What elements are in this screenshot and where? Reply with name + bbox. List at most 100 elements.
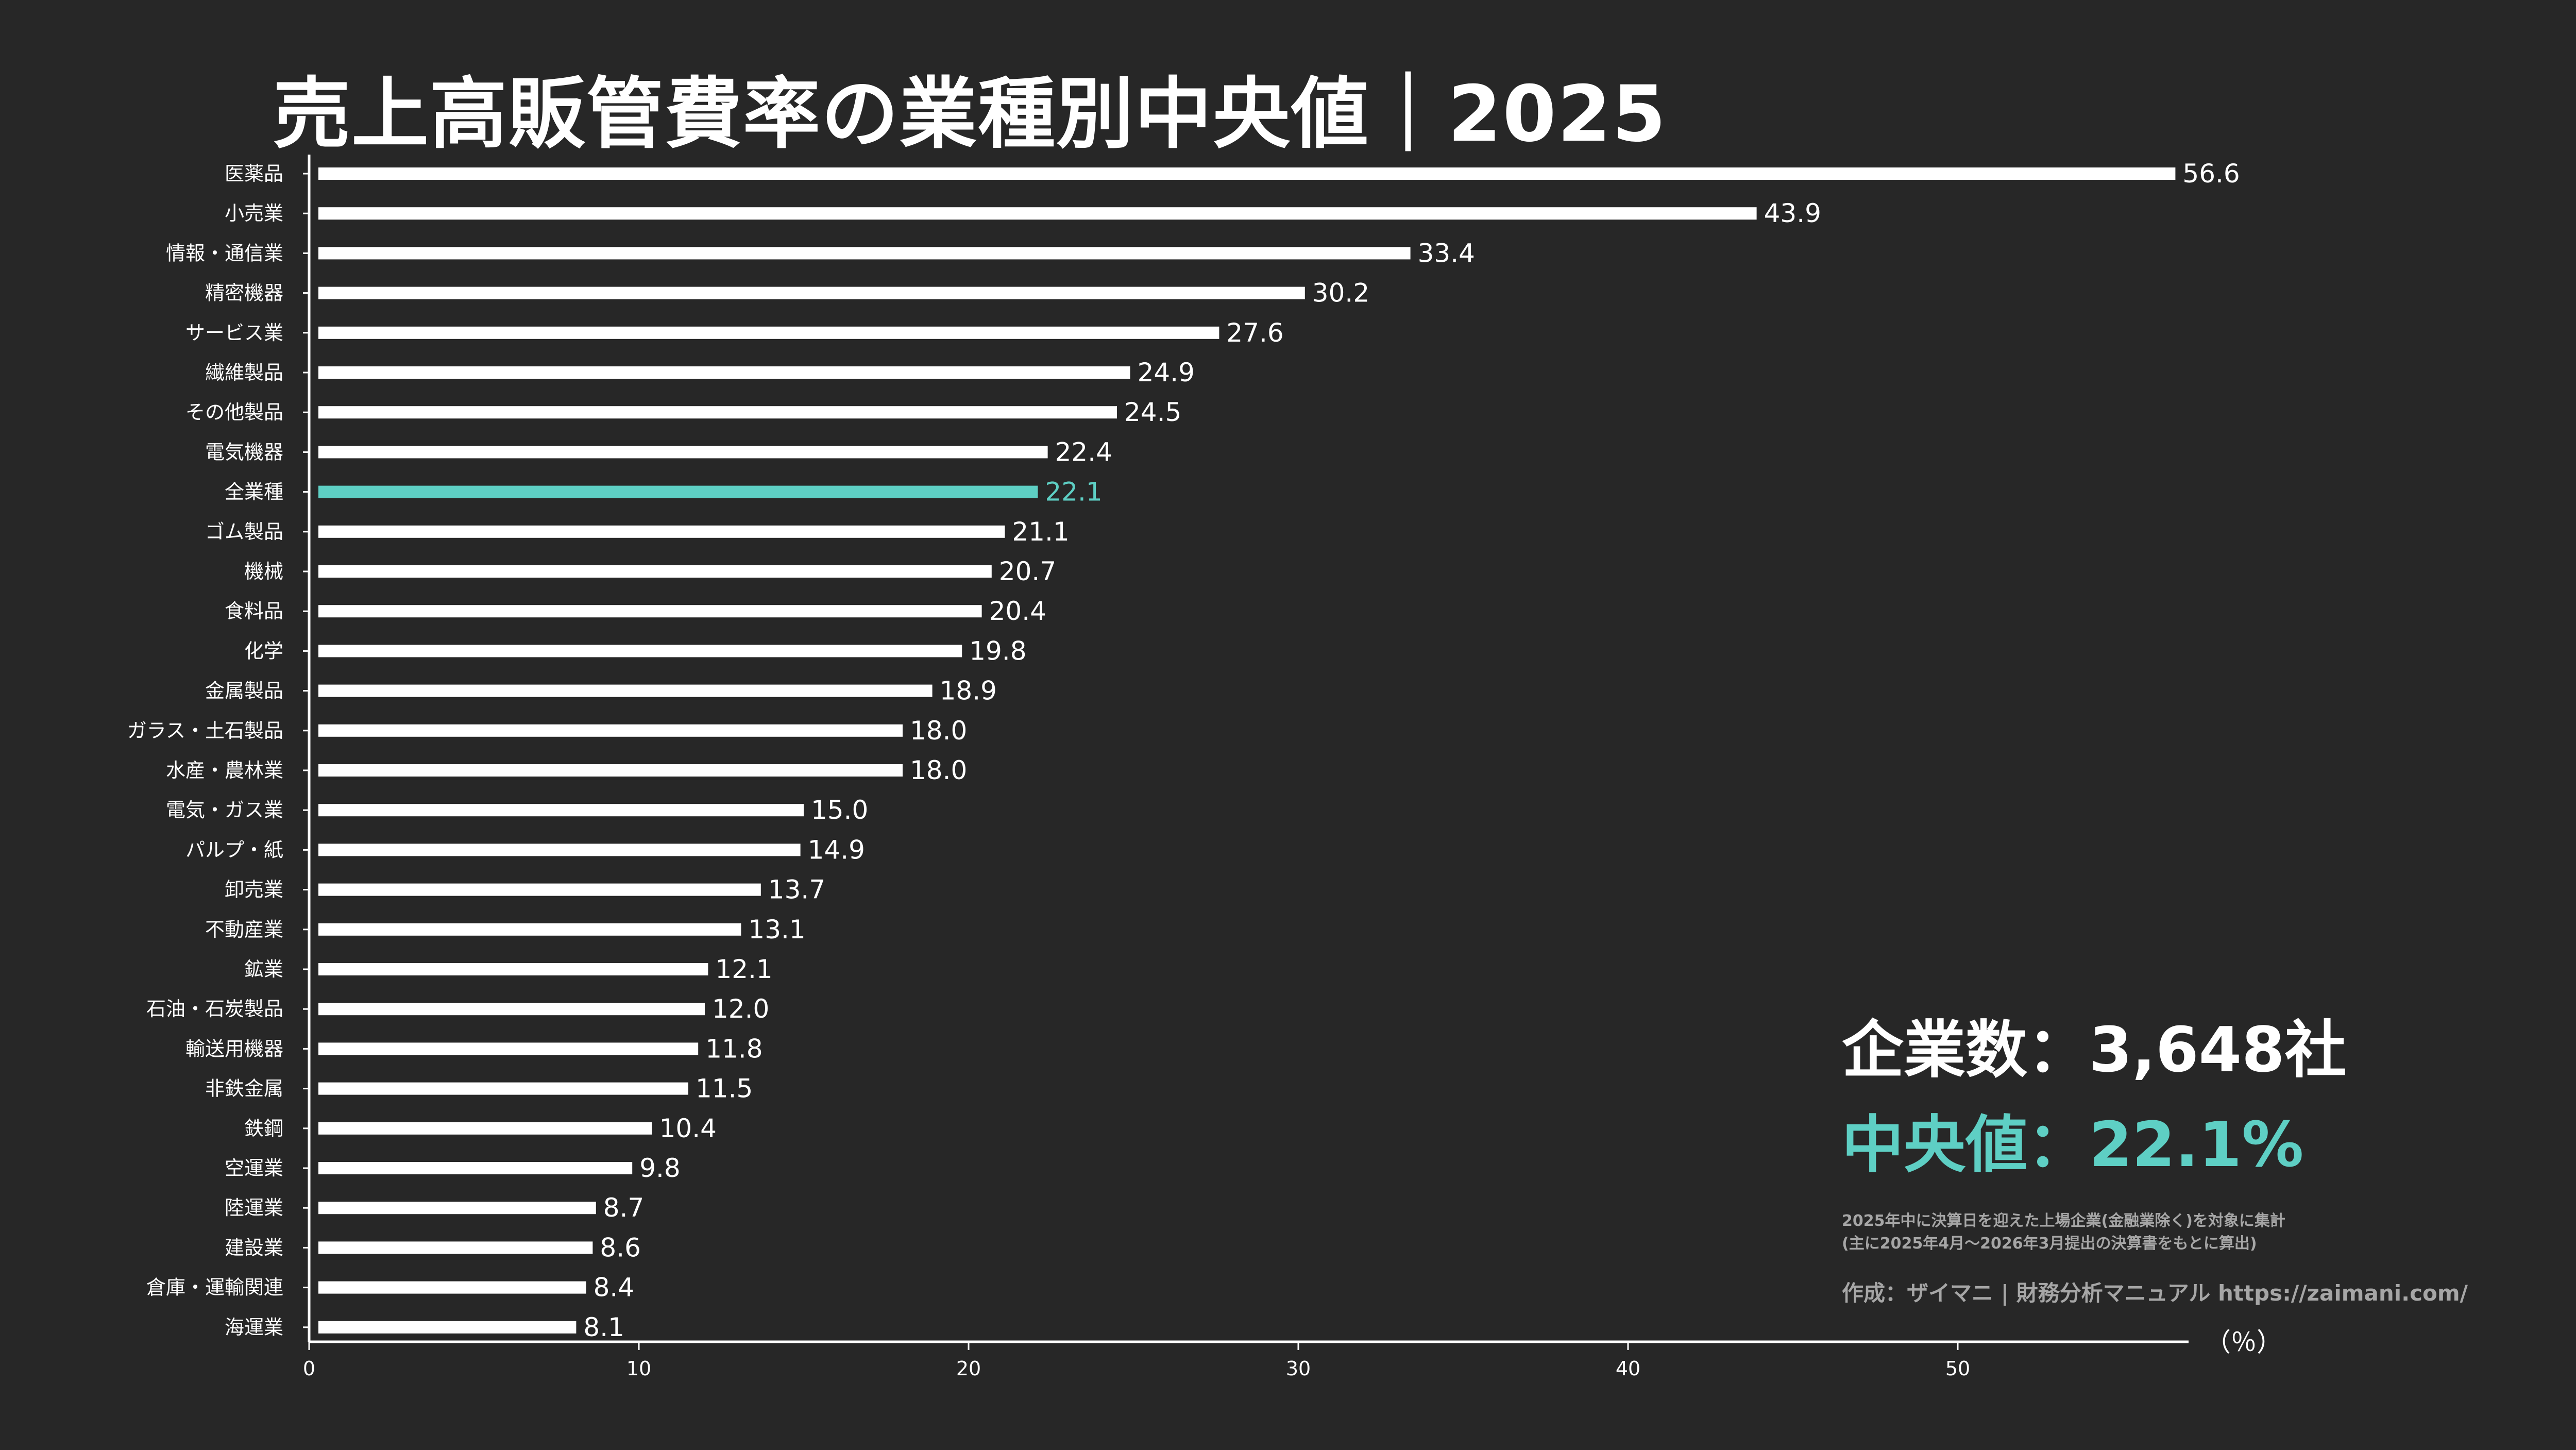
category-label: その他製品 bbox=[185, 401, 283, 424]
category-label: 小売業 bbox=[225, 202, 283, 225]
bar bbox=[318, 883, 761, 896]
summary-panel: 企業数：3,648社 中央値：22.1% 2025年中に決算日を迎えた上場企業(… bbox=[1842, 1000, 2563, 1307]
value-label: 12.0 bbox=[712, 994, 769, 1024]
bar bbox=[318, 1321, 577, 1334]
value-label: 11.5 bbox=[696, 1074, 753, 1104]
category-label: 医薬品 bbox=[225, 162, 283, 185]
value-label: 27.6 bbox=[1226, 318, 1283, 348]
category-label: 機械 bbox=[244, 560, 283, 583]
x-tick-label: 50 bbox=[1945, 1357, 1970, 1380]
value-label: 8.7 bbox=[603, 1193, 645, 1223]
bar bbox=[318, 1162, 633, 1174]
bar bbox=[318, 446, 1048, 459]
value-label: 11.8 bbox=[705, 1034, 762, 1064]
bar bbox=[318, 565, 992, 578]
bar bbox=[318, 1202, 596, 1215]
chart-title: 売上高販管費率の業種別中央値｜2025 bbox=[273, 70, 1667, 159]
value-label: 8.6 bbox=[600, 1233, 641, 1262]
value-label: 56.6 bbox=[2182, 159, 2240, 189]
value-label: 43.9 bbox=[1764, 198, 1821, 228]
x-tick-label: 30 bbox=[1286, 1357, 1311, 1380]
category-label: 精密機器 bbox=[205, 282, 283, 305]
value-label: 22.4 bbox=[1055, 437, 1112, 467]
value-label: 22.1 bbox=[1045, 477, 1102, 507]
bar bbox=[318, 485, 1038, 498]
bar bbox=[318, 406, 1117, 419]
bar bbox=[318, 764, 903, 777]
category-label: 水産・農林業 bbox=[166, 759, 283, 782]
x-tick-label: 20 bbox=[956, 1357, 981, 1380]
bar bbox=[318, 963, 708, 975]
category-label: 鉱業 bbox=[244, 958, 283, 981]
bar bbox=[318, 1241, 593, 1254]
value-label: 33.4 bbox=[1418, 238, 1475, 268]
value-label: 18.0 bbox=[910, 716, 967, 746]
category-label: 化学 bbox=[244, 639, 283, 662]
category-label: 情報・通信業 bbox=[166, 242, 283, 264]
value-label: 8.1 bbox=[583, 1312, 624, 1342]
value-label: 24.9 bbox=[1138, 358, 1195, 387]
category-label: 鉄鋼 bbox=[244, 1117, 283, 1140]
x-axis-unit-label: （％） bbox=[2205, 1327, 2282, 1357]
category-label: 非鉄金属 bbox=[205, 1077, 283, 1100]
category-label: 全業種 bbox=[225, 481, 283, 503]
category-label: 海運業 bbox=[225, 1316, 283, 1339]
x-tick-label: 10 bbox=[626, 1357, 651, 1380]
bar bbox=[318, 844, 801, 856]
category-label: パルプ・紙 bbox=[185, 838, 283, 861]
credit-text: 作成：ザイマニ | 財務分析マニュアル https://zaimani.com/ bbox=[1842, 1280, 2468, 1306]
category-label: 卸売業 bbox=[225, 879, 283, 901]
value-label: 10.4 bbox=[659, 1114, 717, 1143]
bar bbox=[318, 366, 1130, 379]
value-label: 13.7 bbox=[768, 875, 825, 905]
value-label: 8.4 bbox=[594, 1273, 635, 1303]
value-label: 18.9 bbox=[940, 676, 997, 706]
category-label: 空運業 bbox=[225, 1157, 283, 1179]
category-label: 金属製品 bbox=[205, 680, 283, 702]
bar bbox=[318, 1122, 652, 1135]
bar bbox=[318, 525, 1005, 538]
company-count: 企業数：3,648社 bbox=[1842, 1015, 2347, 1086]
category-label: 石油・石炭製品 bbox=[146, 998, 283, 1020]
category-label: 電気・ガス業 bbox=[166, 799, 283, 821]
bar bbox=[318, 207, 1757, 220]
value-label: 21.1 bbox=[1012, 517, 1069, 547]
bar bbox=[318, 1003, 705, 1016]
category-label: 繊維製品 bbox=[205, 361, 283, 384]
note-line-2: (主に2025年4月〜2026年3月提出の決算書をもとに算出) bbox=[1842, 1235, 2257, 1253]
bar bbox=[318, 684, 933, 697]
value-label: 12.1 bbox=[715, 954, 772, 984]
value-label: 15.0 bbox=[811, 795, 868, 825]
median-value: 中央値：22.1% bbox=[1842, 1109, 2304, 1181]
category-label: 輸送用機器 bbox=[185, 1037, 283, 1060]
category-label: 不動産業 bbox=[205, 918, 283, 941]
category-label: ゴム製品 bbox=[205, 520, 283, 543]
value-label: 30.2 bbox=[1312, 278, 1369, 308]
value-label: 19.8 bbox=[969, 636, 1026, 666]
bar bbox=[318, 923, 741, 936]
value-label: 24.5 bbox=[1124, 397, 1181, 427]
bar bbox=[318, 1042, 699, 1055]
x-tick-label: 40 bbox=[1616, 1357, 1640, 1380]
category-label: ガラス・土石製品 bbox=[127, 719, 283, 742]
category-label: 建設業 bbox=[225, 1236, 283, 1259]
value-label: 18.0 bbox=[910, 755, 967, 785]
category-label: 食料品 bbox=[225, 600, 283, 622]
bars-layer: 医薬品 56.6 小売業 43.9 情報・通信業 33.4 精密機器 30.2 サービス業 27.… bbox=[127, 159, 2240, 1342]
bar bbox=[318, 286, 1305, 299]
category-label: 電気機器 bbox=[205, 441, 283, 463]
category-label: 陸運業 bbox=[225, 1196, 283, 1219]
bar bbox=[318, 326, 1219, 339]
value-label: 13.1 bbox=[748, 915, 805, 945]
bar bbox=[318, 1281, 586, 1294]
axis-layer: 0 10 20 30 40 50 （％） bbox=[303, 155, 2282, 1380]
category-label: 倉庫・運輸関連 bbox=[146, 1276, 283, 1299]
category-label: サービス業 bbox=[185, 322, 283, 344]
bar bbox=[318, 247, 1411, 260]
bar bbox=[318, 167, 2176, 180]
value-label: 20.4 bbox=[989, 596, 1046, 626]
value-label: 14.9 bbox=[808, 835, 865, 865]
bar bbox=[318, 645, 962, 657]
value-label: 9.8 bbox=[639, 1153, 681, 1183]
